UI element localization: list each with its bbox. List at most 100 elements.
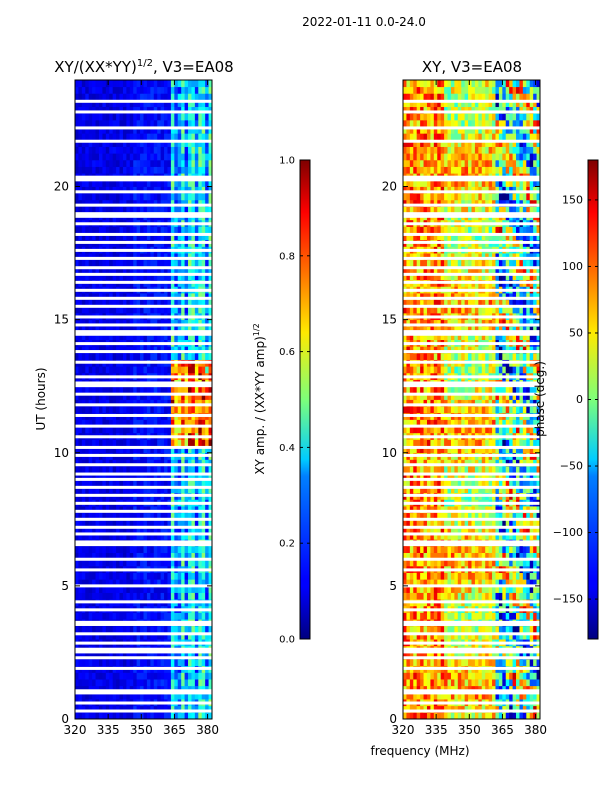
amplitude-cell (95, 685, 100, 693)
amplitude-cell (78, 106, 83, 114)
amplitude-cell (174, 625, 179, 633)
phase-cell (478, 712, 483, 720)
amplitude-cell (109, 459, 114, 467)
phase-cell (433, 679, 438, 687)
phase-cell (423, 632, 428, 640)
amplitude-cell (170, 579, 175, 587)
amplitude-cell (75, 552, 79, 560)
amplitude-cell (122, 472, 127, 480)
amplitude-cell (85, 186, 90, 194)
amplitude-cell (174, 552, 179, 560)
amplitude-cell (112, 253, 117, 261)
amplitude-cell (109, 126, 114, 134)
amplitude-cell (153, 466, 158, 474)
amplitude-cell (143, 519, 148, 527)
phase-cell (488, 592, 493, 600)
amplitude-cell (116, 625, 120, 633)
phase-cell (478, 545, 483, 553)
phase-cell (516, 705, 520, 713)
amplitude-cell (75, 439, 79, 447)
amplitude-cell (164, 326, 168, 334)
amplitude-cell (75, 332, 79, 340)
amplitude-cell (133, 273, 138, 281)
phase-cell (526, 585, 531, 593)
amplitude-cell (160, 179, 165, 187)
amplitude-cell (116, 399, 120, 407)
amplitude-cell (157, 486, 162, 494)
phase-cell (522, 692, 527, 700)
amplitude-data-gap (75, 557, 212, 561)
phase-cell (430, 612, 435, 620)
amplitude-cell (160, 166, 165, 174)
amplitude-data-gap (75, 445, 212, 449)
amplitude-cell (129, 579, 134, 587)
amplitude-cell (164, 392, 168, 400)
amplitude-cell (188, 479, 192, 487)
amplitude-cell (205, 233, 209, 241)
phase-cell (416, 692, 421, 700)
phase-cell (440, 652, 445, 660)
amplitude-cell (201, 326, 206, 334)
amplitude-cell (191, 506, 196, 514)
amplitude-cell (116, 572, 120, 580)
amplitude-cell (146, 392, 151, 400)
amplitude-cell (98, 386, 103, 394)
amplitude-cell (194, 326, 199, 334)
amplitude-cell (102, 299, 107, 307)
phase-cell (447, 679, 452, 687)
amplitude-cell (188, 572, 192, 580)
amplitude-cell (133, 585, 138, 593)
amplitude-cell (208, 486, 213, 494)
amplitude-cell (201, 253, 206, 261)
amplitude-cell (129, 519, 134, 527)
amplitude-cell (194, 572, 199, 580)
amplitude-cell (164, 186, 168, 194)
phase-cell (502, 612, 507, 620)
amplitude-cell (126, 519, 131, 527)
amplitude-cell (116, 545, 120, 553)
amplitude-cell (143, 625, 148, 633)
amplitude-cell (198, 166, 203, 174)
amplitude-cell (153, 106, 158, 114)
amplitude-cell (177, 366, 182, 374)
amplitude-cell (75, 466, 79, 474)
phase-cell (454, 559, 459, 567)
amplitude-cell (122, 386, 127, 394)
phase-cell (522, 632, 527, 640)
amplitude-cell (112, 319, 117, 327)
amplitude-cell (136, 86, 141, 94)
amplitude-cell (153, 139, 158, 147)
amplitude-cell (136, 559, 141, 567)
amplitude-cell (98, 419, 103, 427)
amplitude-cell (146, 572, 151, 580)
amplitude-cell (78, 532, 83, 540)
amplitude-cell (208, 293, 213, 301)
amplitude-data-gap (75, 632, 212, 636)
amplitude-cell (164, 366, 168, 374)
amplitude-cell (164, 512, 168, 520)
amplitude-cell (146, 332, 151, 340)
amplitude-cell (129, 86, 134, 94)
amplitude-cell (102, 572, 107, 580)
amplitude-cell (129, 259, 134, 267)
amplitude-cell (177, 399, 182, 407)
amplitude-cell (205, 446, 209, 454)
amplitude-cell (95, 179, 100, 187)
amplitude-cell (181, 139, 185, 147)
phase-cell (416, 585, 421, 593)
phase-cell (447, 545, 452, 553)
amplitude-cell (170, 199, 175, 207)
amplitude-cell (201, 486, 206, 494)
phase-cell (423, 592, 428, 600)
phase-cell (485, 559, 490, 567)
phase-cell (444, 592, 448, 600)
amplitude-cell (184, 366, 189, 374)
phase-cell (471, 692, 476, 700)
amplitude-cell (81, 106, 86, 114)
phase-cell (505, 685, 510, 693)
phase-cell (516, 572, 520, 580)
amplitude-cell (129, 199, 134, 207)
amplitude-cell (88, 466, 93, 474)
amplitude-cell (160, 632, 165, 640)
amplitude-cell (194, 479, 199, 487)
